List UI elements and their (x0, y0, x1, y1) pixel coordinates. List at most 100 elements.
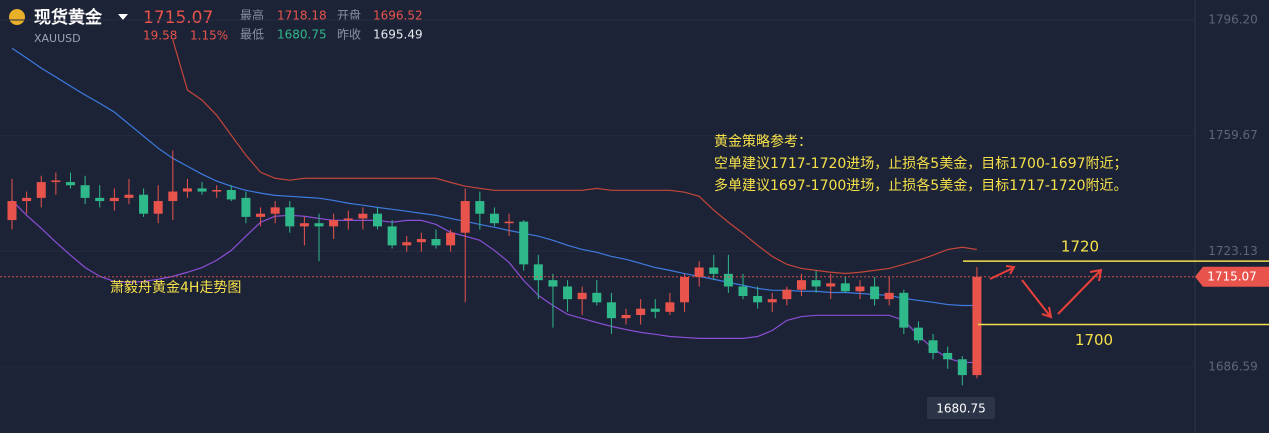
candle-body (373, 213, 382, 227)
candle-body (694, 267, 704, 278)
candle-body (124, 194, 134, 198)
candle-body (460, 201, 470, 233)
candle-body (446, 232, 456, 246)
candle-body (533, 264, 543, 281)
indicator-line (11, 200, 977, 364)
candle-body (899, 292, 909, 328)
candle-body (22, 197, 32, 202)
candle-body (197, 188, 207, 192)
candle-body (665, 302, 675, 312)
candle-body (796, 280, 806, 290)
candle-body (299, 223, 309, 227)
dropdown-arrow[interactable] (118, 14, 128, 20)
candle-body (329, 220, 339, 227)
candle-body (226, 189, 236, 200)
candle-body (957, 359, 967, 376)
candle-body (972, 276, 982, 376)
label: 最高 (240, 8, 264, 23)
candle-body (826, 283, 836, 287)
arrow (1057, 268, 1103, 315)
candle-body (504, 221, 514, 224)
value: 1680.75 (277, 28, 327, 42)
candle-body (387, 226, 397, 246)
level-label: 1720 (1061, 238, 1099, 256)
candle-body (943, 352, 953, 360)
low-marker-box (927, 397, 995, 419)
candle-body (928, 340, 938, 353)
candle-body (182, 188, 192, 192)
instrument-name[interactable]: 现货黄金 (34, 7, 103, 28)
candle-body (109, 197, 119, 202)
candle-body (709, 267, 719, 274)
candle-body (884, 292, 894, 300)
candle-body (416, 239, 426, 243)
strategy-text: 空单建议1717-1720进场，止损各5美金，目标1700-1697附近； (714, 156, 1128, 172)
candle-body (51, 180, 61, 183)
candle-body (650, 308, 660, 312)
candle-body (431, 239, 441, 246)
candle-body (475, 201, 485, 214)
price: 1715.07 (143, 8, 213, 28)
change: 19.58 (143, 29, 177, 43)
level-label: 1700 (1075, 331, 1113, 349)
candle-body (753, 295, 763, 303)
candle-body (577, 292, 587, 300)
arrow (1021, 279, 1053, 319)
candle-body (723, 273, 733, 287)
symbol: XAUUSD (34, 32, 81, 45)
indicator-line (172, 39, 978, 275)
y-tick-label: 1759.67 (1208, 128, 1258, 142)
candle-body (738, 286, 748, 296)
candle-body (65, 182, 75, 186)
candle-body (343, 218, 353, 221)
y-tick-label: 1796.20 (1208, 13, 1258, 27)
candle-body (168, 191, 178, 202)
candle-body (241, 197, 251, 217)
candle-body (563, 286, 573, 300)
label: 开盘 (337, 8, 361, 23)
price-tag-label: 1715.07 (1207, 269, 1257, 283)
candle-body (855, 286, 865, 292)
change-pct: 1.15% (190, 29, 228, 43)
candle-body (139, 194, 149, 214)
candle-body (314, 223, 324, 227)
candle-body (36, 182, 46, 198)
candle-body (811, 280, 821, 287)
candle-body (270, 207, 280, 214)
caption: 萧毅舟黄金4H走势图 (110, 279, 241, 296)
candle-body (680, 277, 690, 303)
candle-body (592, 292, 602, 303)
candle-body (402, 242, 412, 246)
candle-body (870, 286, 880, 300)
y-tick-label: 1723.13 (1208, 244, 1258, 258)
candle-body (636, 308, 646, 315)
candle-body (519, 221, 529, 265)
price-tag (1195, 266, 1269, 287)
candle-body (767, 299, 777, 303)
candle-body (606, 302, 616, 319)
label: 最低 (240, 28, 264, 42)
value: 1696.52 (373, 9, 423, 23)
arrows (989, 265, 1103, 319)
y-tick-label: 1686.59 (1208, 359, 1258, 373)
candle-body (913, 327, 923, 341)
strategy-text: 黄金策略参考： (714, 133, 812, 150)
candle-body (7, 201, 17, 221)
value: 1718.18 (277, 9, 327, 23)
label: 昨收 (337, 28, 361, 42)
value: 1695.49 (373, 28, 423, 42)
strategy-text: 多单建议1697-1700进场，止损各5美金，目标1717-1720附近。 (714, 177, 1128, 194)
candle-body (621, 314, 631, 319)
candle-body (548, 280, 558, 287)
candle-body (153, 201, 163, 214)
candle-body (212, 189, 222, 192)
gold-icon (9, 9, 25, 25)
candle-body (358, 213, 368, 219)
candle-body (840, 283, 850, 292)
low-marker-label: 1680.75 (936, 402, 986, 416)
candle-body (256, 213, 266, 217)
